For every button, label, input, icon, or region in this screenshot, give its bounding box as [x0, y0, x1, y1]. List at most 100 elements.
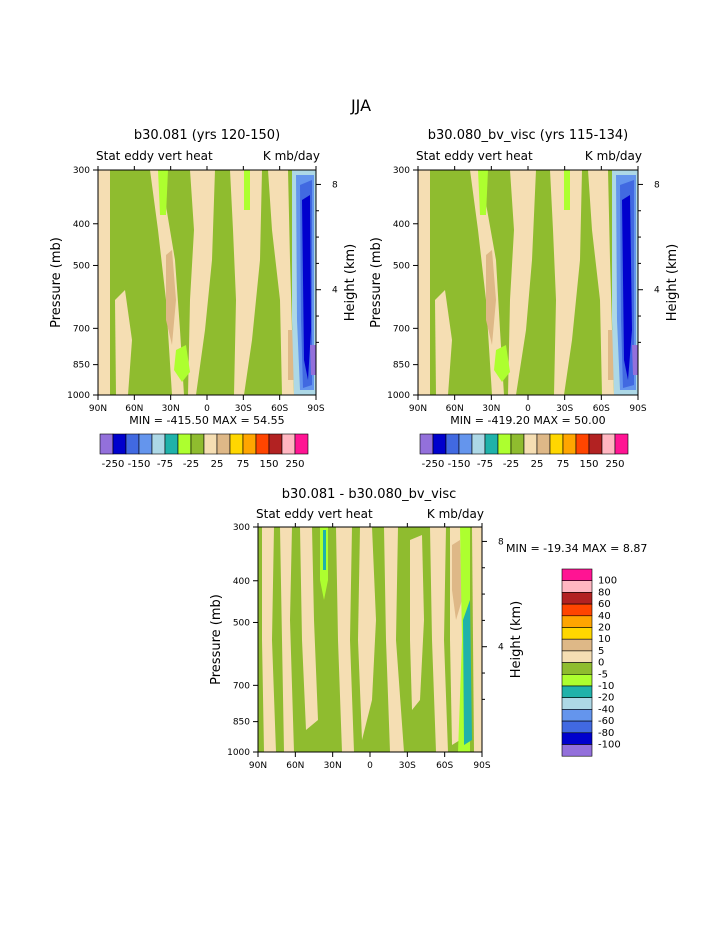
- x-tick-label: 60S: [271, 404, 288, 414]
- colorbar-panel-1: -250 -150 -75 -25 25 75 150 250: [99, 433, 309, 470]
- x-tick-label: 30S: [235, 404, 252, 414]
- x-tick-label: 0: [367, 761, 373, 771]
- colorbar-box: [561, 732, 593, 745]
- axes-overlay: 90N 60N 30N 0 30S 60S 90S 300 400 500 700 850 1000 8 4…: [369, 166, 680, 414]
- band: [336, 527, 354, 752]
- band: [410, 535, 424, 710]
- x-tick-label: 30N: [162, 404, 180, 414]
- colorbar-label: 5: [598, 646, 604, 657]
- colorbar-box: [419, 433, 434, 455]
- y-tick-label: 400: [233, 577, 250, 587]
- x-tick-label: 60S: [593, 404, 610, 414]
- colorbar-box: [549, 433, 564, 455]
- colorbar-box: [242, 433, 257, 455]
- patch-light-green: [494, 345, 510, 382]
- colorbar-box: [458, 433, 473, 455]
- patch-light-green: [158, 170, 168, 215]
- x-tick-label: 30N: [324, 761, 342, 771]
- colorbar-box: [484, 433, 499, 455]
- y-right-tick-label: 8: [332, 180, 338, 190]
- y-tick-label: 850: [73, 361, 90, 371]
- contour-field: [258, 527, 482, 752]
- colorbar-box: [177, 433, 192, 455]
- region-blue: [622, 195, 632, 380]
- colorbar-label: 150: [259, 459, 278, 470]
- colorbar-label: 0: [598, 658, 604, 669]
- colorbar-box: [281, 433, 296, 455]
- axes-overlay: 90N 60N 30N 0 30S 60S 90S 300 400 500 700 850 1000 8 4…: [209, 523, 524, 771]
- y-right-axis-label: Height (km): [509, 601, 524, 678]
- y-tick-label: 400: [73, 220, 90, 230]
- y-tick-label: 700: [233, 681, 250, 691]
- figure-title: JJA: [350, 96, 371, 115]
- colorbar-box: [471, 433, 486, 455]
- colorbar-box: [99, 433, 114, 455]
- colorbar-box: [561, 580, 593, 593]
- band: [430, 527, 448, 752]
- colorbar-label: 150: [579, 459, 598, 470]
- x-tick-label: 90N: [249, 761, 267, 771]
- contour-field: [98, 170, 316, 395]
- axes-overlay: 90N 60N 30N 0 30S 60S 90S 300 400 500 700 850 1000 8 4…: [49, 166, 358, 414]
- x-tick-label: 30N: [482, 404, 500, 414]
- y-tick-label: 1000: [227, 748, 250, 758]
- y-right-tick-label: 8: [498, 537, 504, 547]
- y-tick-label: 850: [233, 718, 250, 728]
- colorbar-box: [561, 720, 593, 734]
- colorbar-box: [561, 650, 593, 663]
- colorbar-label: -150: [448, 459, 471, 470]
- patch-light-green: [564, 170, 570, 210]
- band: [358, 527, 376, 740]
- colorbar-label: -100: [598, 740, 621, 751]
- panel-subtitle-left: Stat eddy vert heat: [256, 507, 373, 521]
- colorbar-box: [561, 685, 593, 698]
- panel-title: b30.081 (yrs 120-150): [134, 128, 280, 143]
- band: [418, 170, 430, 395]
- colorbar-box: [562, 433, 577, 455]
- tongue: [230, 170, 262, 395]
- colorbar-label: 60: [598, 599, 611, 610]
- y-tick-label: 700: [393, 324, 410, 334]
- colorbar-label: -250: [102, 459, 125, 470]
- colorbar-label: -75: [477, 459, 493, 470]
- colorbar-box: [561, 592, 593, 605]
- colorbar-label: -10: [598, 681, 614, 692]
- band: [300, 527, 318, 730]
- y-tick-label: 700: [73, 324, 90, 334]
- colorbar-label: 75: [557, 459, 570, 470]
- colorbar-box: [561, 697, 593, 710]
- x-tick-label: 90S: [307, 404, 324, 414]
- x-tick-label: 60S: [436, 761, 453, 771]
- colorbar-box: [588, 433, 603, 455]
- band: [262, 527, 276, 752]
- patch-tan: [608, 330, 614, 380]
- region-purple: [310, 345, 316, 375]
- y-axis-label: Pressure (mb): [49, 237, 64, 328]
- patch-light-green: [472, 527, 482, 752]
- patch-tan: [166, 250, 176, 345]
- patch-tan: [486, 250, 496, 345]
- colorbar-panel-2: -250 -150 -75 -25 25 75 150 250: [419, 433, 629, 470]
- colorbar-box: [497, 433, 512, 455]
- y-tick-label: 1000: [67, 391, 90, 401]
- band: [280, 527, 294, 752]
- panel-title: b30.080_bv_visc (yrs 115-134): [428, 128, 628, 143]
- x-tick-label: 30S: [556, 404, 573, 414]
- patch-cyan: [463, 600, 472, 745]
- colorbar-label: 25: [211, 459, 224, 470]
- y-tick-label: 500: [393, 261, 410, 271]
- colorbar-label: -20: [598, 693, 614, 704]
- colorbar-box: [561, 603, 593, 617]
- region-purple: [632, 345, 638, 375]
- colorbar-box: [561, 662, 593, 675]
- y-tick-label: 300: [73, 166, 90, 176]
- min-max-text: MIN = -19.34 MAX = 8.87: [506, 542, 647, 555]
- colorbar-label: 250: [605, 459, 624, 470]
- min-max-text: MIN = -419.20 MAX = 50.00: [450, 414, 605, 427]
- colorbar-box: [229, 433, 244, 455]
- tongue: [115, 290, 132, 395]
- colorbar-box: [561, 673, 593, 687]
- y-right-axis-label: Height (km): [665, 244, 680, 321]
- colorbar-label: -5: [598, 669, 608, 680]
